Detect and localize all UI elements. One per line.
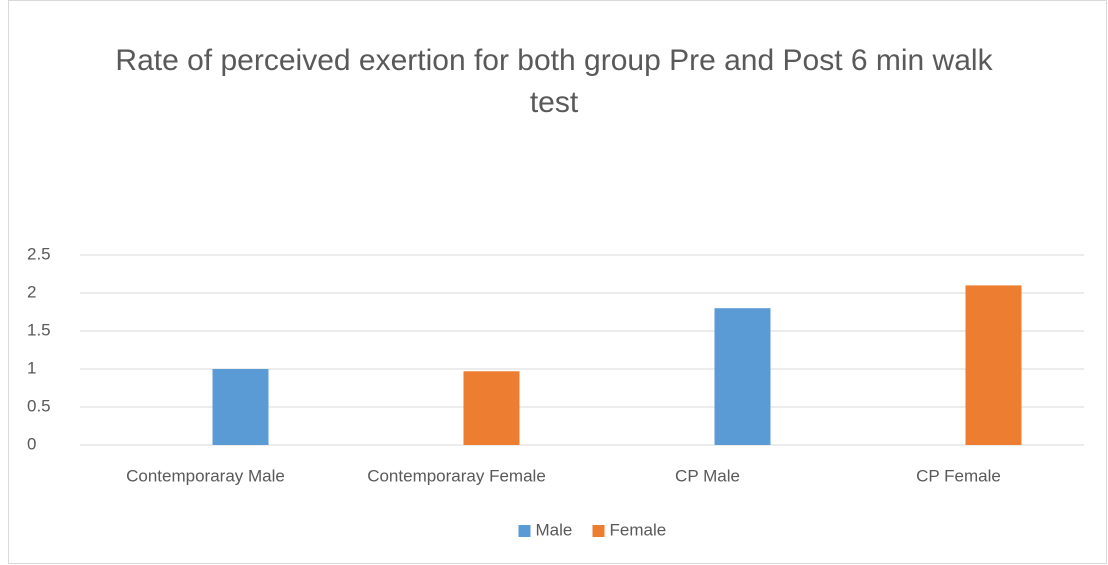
x-tick-label: CP Male <box>675 466 740 485</box>
legend-swatch <box>592 525 605 537</box>
y-tick-label: 0.5 <box>27 396 51 415</box>
y-tick-label: 1.5 <box>27 320 51 339</box>
bar <box>463 371 520 445</box>
x-tick-label: CP Female <box>916 466 1001 485</box>
y-tick-label: 2.5 <box>27 244 51 263</box>
x-tick-label: Contemporaray Male <box>126 466 285 485</box>
legend-swatch <box>518 525 531 537</box>
y-tick-label: 2 <box>27 282 36 301</box>
bar <box>965 285 1022 445</box>
legend-label: Male <box>536 520 573 539</box>
legend-label: Female <box>610 520 667 539</box>
chart-title: Rate of perceived exertion for both grou… <box>115 44 993 119</box>
x-tick-label: Contemporaray Female <box>367 466 546 485</box>
y-tick-label: 0 <box>27 434 36 453</box>
bar <box>714 308 771 445</box>
bar <box>212 369 269 445</box>
y-tick-label: 1 <box>27 358 36 377</box>
chart-border <box>8 0 1107 564</box>
